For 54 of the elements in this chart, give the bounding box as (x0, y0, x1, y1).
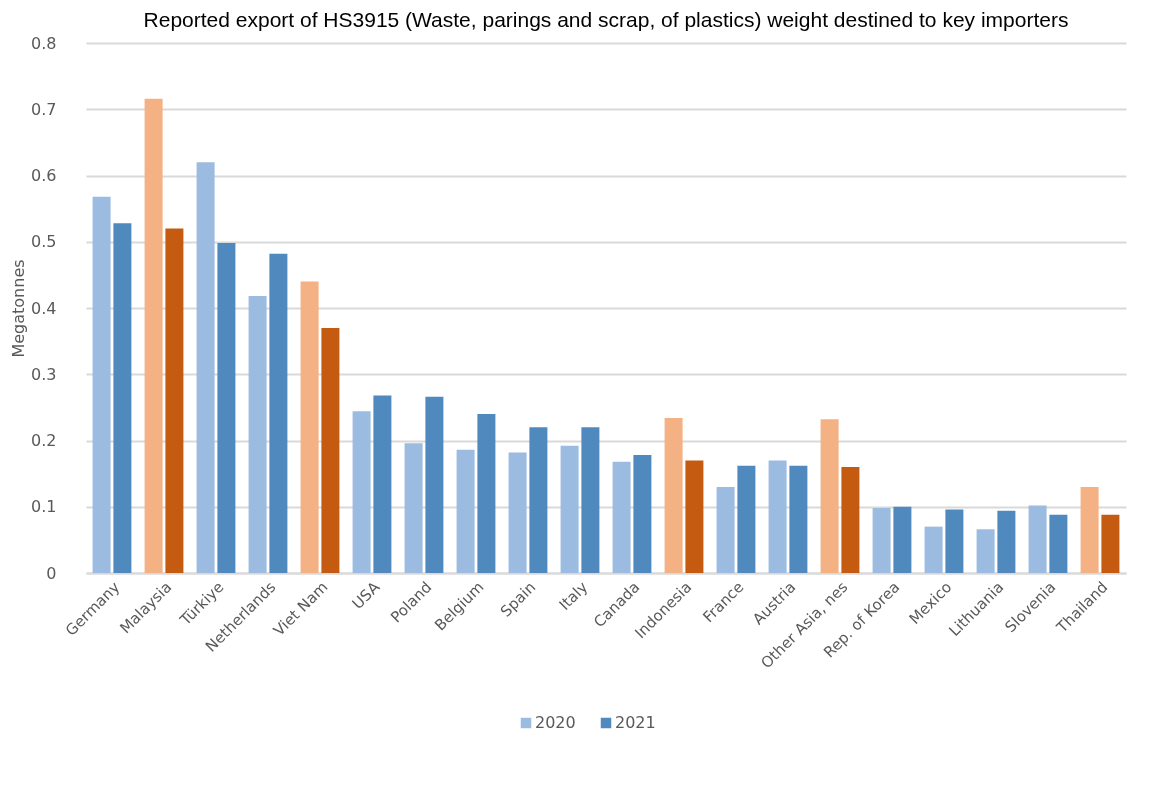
bar (872, 508, 891, 573)
bar (248, 296, 267, 573)
bar (165, 228, 184, 573)
bar (820, 419, 839, 573)
bar (144, 98, 163, 573)
y-tick-label: 0.7 (31, 99, 57, 119)
chart-title: Reported export of HS3915 (Waste, parings and scrap, of plastics) weight destined to key importers (143, 8, 1069, 31)
y-tick-label: 0.4 (31, 298, 57, 318)
legend-label: 2020 (535, 713, 576, 732)
bar (196, 162, 215, 573)
bar (217, 243, 236, 573)
bar (685, 460, 704, 573)
bar (508, 452, 527, 573)
bar (321, 327, 340, 573)
bar (737, 465, 756, 573)
y-tick-label: 0.6 (31, 166, 57, 185)
x-tick-label: USA (348, 577, 384, 613)
bar (716, 486, 735, 573)
bar (1028, 505, 1047, 573)
bar (529, 427, 548, 573)
bar (269, 253, 288, 573)
y-tick-label: 0 (46, 563, 57, 583)
y-tick-label: 0.8 (31, 33, 57, 53)
bar (768, 460, 787, 573)
legend-label: 2021 (615, 713, 656, 732)
y-tick-label: 0.1 (31, 497, 57, 517)
bar (789, 465, 808, 573)
bar (1080, 486, 1099, 573)
y-axis-title: Megatonnes (9, 259, 29, 358)
bar (477, 414, 496, 573)
bar (924, 526, 943, 573)
bar (456, 449, 475, 573)
bar (976, 529, 995, 573)
bar (581, 427, 600, 573)
bar (633, 455, 652, 573)
bar (425, 396, 444, 573)
bar (893, 506, 912, 573)
bar (352, 411, 371, 573)
bar (1101, 514, 1120, 573)
bar (92, 196, 111, 573)
bar (373, 395, 392, 573)
bar (113, 223, 132, 573)
bar (841, 467, 860, 573)
bar (1049, 514, 1068, 573)
y-tick-label: 0.5 (31, 232, 57, 252)
bar (664, 417, 683, 573)
y-tick-label: 0.3 (31, 364, 57, 384)
bar (300, 281, 319, 573)
bar (560, 445, 579, 573)
bar (612, 461, 631, 573)
bar (404, 443, 423, 573)
bar (945, 509, 964, 573)
bar (997, 510, 1016, 573)
y-tick-label: 0.2 (31, 431, 57, 450)
